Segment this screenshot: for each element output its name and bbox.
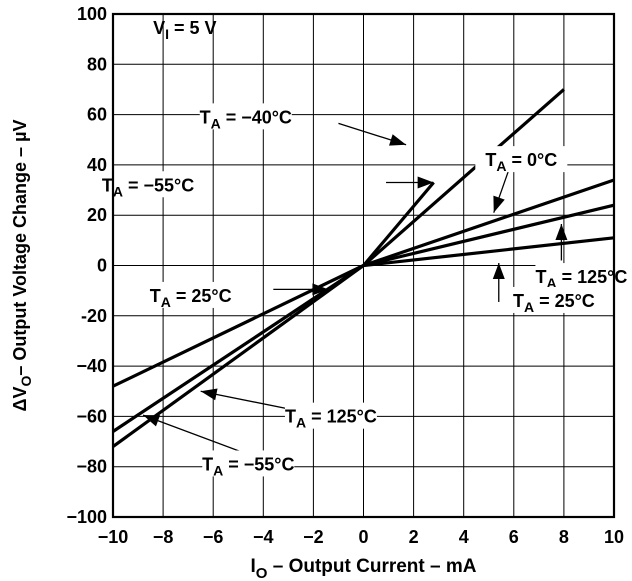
series-line bbox=[112, 264, 365, 388]
y-tick-label: 40 bbox=[87, 155, 107, 175]
axis-labels: IO – Output Current – mA ΔVO– Output Volt… bbox=[10, 18, 477, 581]
y-tick-label: -20 bbox=[81, 306, 107, 326]
x-tick-label: 8 bbox=[559, 527, 569, 547]
annotation-bg bbox=[284, 402, 377, 429]
y-tick-label: −40 bbox=[76, 356, 107, 376]
y-tick-label: −60 bbox=[76, 406, 107, 426]
annotation-bg bbox=[475, 146, 568, 173]
annotation-arrowhead bbox=[143, 415, 161, 427]
annotation-arrowhead bbox=[389, 134, 407, 146]
tick-labels: −10 −8 −6 −4 −2 0 2 4 6 8 10 −100 −80 −60 −40 -20 0 20 40 6… bbox=[66, 4, 624, 547]
annotation-ta-m55-lower: TA = −55°C bbox=[202, 454, 294, 478]
series-line bbox=[362, 178, 615, 268]
annotation-arrowhead bbox=[312, 283, 329, 296]
y-tick-label: 80 bbox=[87, 54, 107, 74]
x-tick-label: −8 bbox=[153, 527, 174, 547]
annotation-bg bbox=[202, 450, 295, 477]
series-line bbox=[363, 203, 615, 268]
annotation-ta-125-right: TA = 125°C bbox=[535, 267, 627, 291]
series-line bbox=[112, 264, 365, 433]
y-tick-label: 20 bbox=[87, 205, 107, 225]
annotation-arrowhead bbox=[417, 176, 434, 189]
x-tick-label: 4 bbox=[459, 527, 469, 547]
plot-frame bbox=[111, 12, 616, 519]
annotation-ta-0: TA = 0°C bbox=[485, 150, 557, 174]
series-line bbox=[362, 181, 435, 267]
annotations: TA = −40°CTA = −55°CTA = 0°CTA = 125°CTA… bbox=[102, 103, 628, 478]
annotation-leader bbox=[200, 390, 302, 413]
annotation-arrowhead bbox=[493, 195, 505, 213]
x-tick-label: −2 bbox=[303, 527, 324, 547]
annotation-ta-m40: TA = −40°C bbox=[200, 107, 292, 131]
x-tick-label: 0 bbox=[358, 527, 368, 547]
annotation-ta-m55-upper: TA = −55°C bbox=[102, 175, 194, 199]
y-tick-label: −80 bbox=[76, 457, 107, 477]
annotation-arrowhead bbox=[555, 224, 568, 241]
x-axis-title: IO – Output Current – mA bbox=[251, 556, 477, 581]
y-tick-label: 100 bbox=[77, 4, 107, 24]
series-line bbox=[363, 236, 615, 268]
x-tick-label: −6 bbox=[203, 527, 224, 547]
y-tick-label: 0 bbox=[97, 256, 107, 276]
x-tick-label: −4 bbox=[253, 527, 274, 547]
series-line bbox=[362, 88, 565, 267]
condition-label: VI = 5 V bbox=[153, 18, 216, 42]
x-tick-label: 2 bbox=[409, 527, 419, 547]
y-tick-label: −100 bbox=[66, 507, 107, 527]
annotation-ta-25-left: TA = 25°C bbox=[150, 286, 232, 310]
y-axis-title: ΔVO– Output Voltage Change – µV bbox=[10, 120, 34, 412]
annotation-bg bbox=[102, 171, 195, 198]
annotation-arrowhead bbox=[200, 388, 218, 401]
x-tick-label: −10 bbox=[98, 527, 129, 547]
series-lines bbox=[112, 88, 615, 448]
y-tick-label: 60 bbox=[87, 105, 107, 125]
annotation-ta-25-right: TA = 25°C bbox=[513, 291, 595, 315]
annotation-ta-125-left: TA = 125°C bbox=[285, 407, 377, 431]
annotation-bg bbox=[144, 281, 237, 308]
annotation-bg bbox=[535, 263, 628, 290]
annotation-bg bbox=[507, 286, 600, 313]
annotation-arrowhead bbox=[492, 262, 505, 279]
annotation-bg bbox=[199, 103, 292, 130]
x-tick-label: 10 bbox=[604, 527, 624, 547]
x-tick-label: 6 bbox=[509, 527, 519, 547]
